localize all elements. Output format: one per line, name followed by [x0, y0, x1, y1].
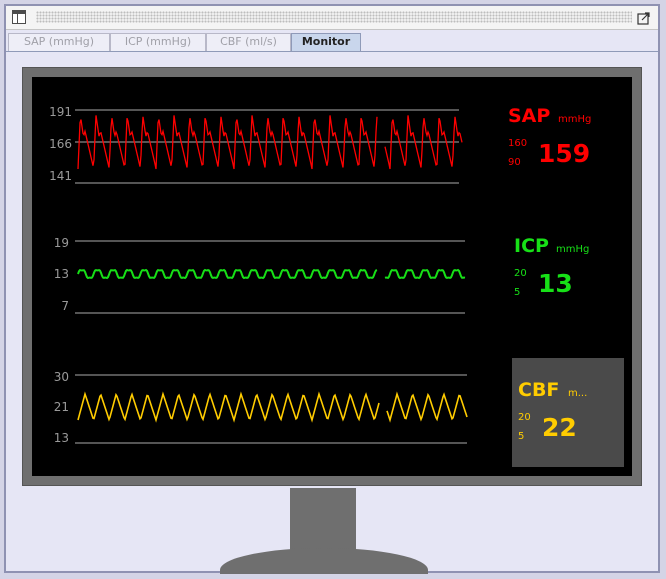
tab-divider [6, 51, 658, 52]
cbf-tick-low: 13 [53, 431, 69, 445]
cbf-alarm-low: 5 [518, 431, 525, 442]
waveform-canvas [75, 109, 468, 444]
sap-tick-high: 191 [49, 105, 72, 119]
sap-alarm-low: 90 [508, 157, 521, 168]
cbf-label: CBF [518, 379, 560, 401]
icp-alarm-high: 20 [514, 268, 527, 279]
tab-icp[interactable]: ICP (mmHg) [110, 33, 206, 51]
sap-alarm-high: 160 [508, 138, 528, 149]
window-icon [12, 10, 26, 24]
cbf-tick-high: 30 [53, 370, 69, 384]
maximize-icon[interactable] [636, 10, 652, 26]
icp-waveform [77, 268, 466, 280]
sap-label: SAP [508, 105, 551, 127]
icp-tick-high: 19 [53, 236, 69, 250]
cbf-tick-mid: 21 [53, 400, 69, 414]
sap-value: 159 [538, 139, 591, 168]
cbf-value: 22 [542, 413, 577, 442]
icp-value: 13 [538, 269, 573, 298]
icp-label: ICP [514, 235, 549, 257]
icp-alarm-low: 5 [514, 287, 521, 298]
sap-tick-low: 141 [49, 169, 72, 183]
icp-tick-low: 7 [61, 299, 69, 313]
sap-waveform [77, 115, 463, 170]
sap-unit: mmHg [558, 114, 592, 125]
cbf-unit: m... [568, 388, 588, 399]
title-bar[interactable] [6, 6, 658, 30]
sap-tick-mid: 166 [49, 137, 72, 151]
app-window: SAP (mmHg) ICP (mmHg) CBF (ml/s) Monitor… [4, 4, 660, 574]
icp-unit: mmHg [556, 244, 590, 255]
cbf-highlight-panel[interactable]: CBF m... 20 5 22 [512, 358, 624, 467]
icp-tick-mid: 13 [53, 267, 69, 281]
monitor-screen: 191 166 141 19 13 7 30 21 13 SAP mmHg 16… [32, 77, 632, 476]
tab-monitor[interactable]: Monitor [291, 33, 361, 51]
monitor-stand-neck [290, 488, 356, 558]
cbf-alarm-high: 20 [518, 412, 531, 423]
monitor-stand-base [220, 548, 428, 574]
cbf-waveform [77, 391, 468, 423]
title-bar-grip[interactable] [36, 11, 632, 23]
tab-cbf[interactable]: CBF (ml/s) [206, 33, 291, 51]
tab-sap[interactable]: SAP (mmHg) [8, 33, 110, 51]
